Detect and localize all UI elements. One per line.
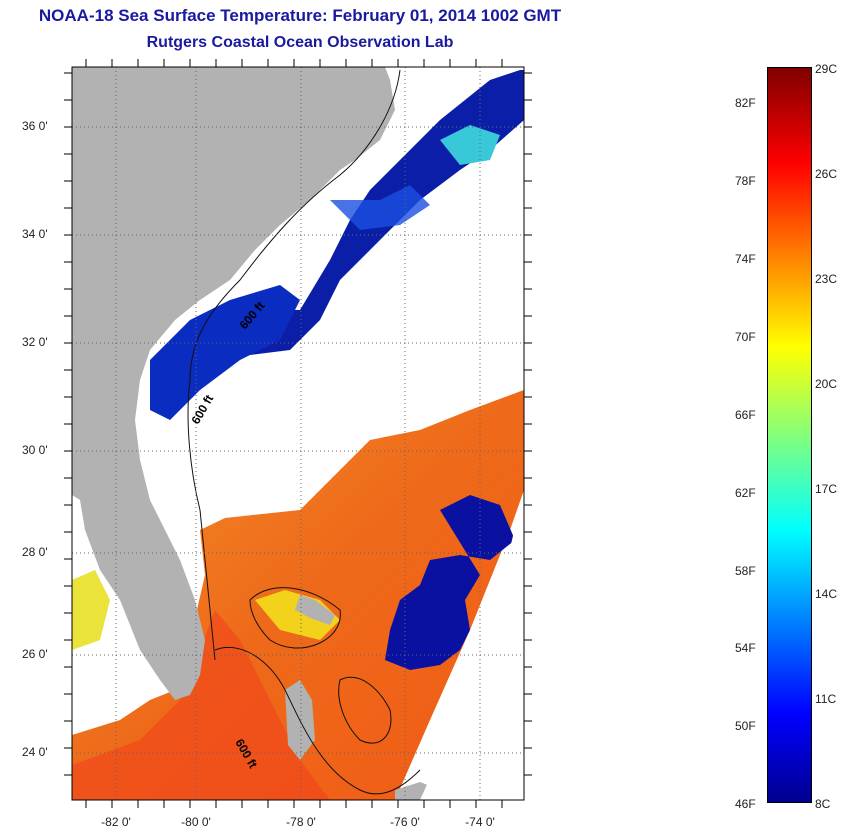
lat-label: 30 0' — [22, 443, 48, 457]
fahrenheit-label: 46F — [735, 797, 756, 811]
fahrenheit-label: 70F — [735, 330, 756, 344]
lat-label: 32 0' — [22, 335, 48, 349]
sst-map: 600 ft 600 ft 600 ft — [64, 59, 532, 808]
warm-yellow-patch — [72, 570, 110, 650]
celsius-label: 20C — [815, 377, 838, 391]
fahrenheit-label: 66F — [735, 408, 756, 422]
celsius-label: 8C — [815, 797, 831, 811]
fahrenheit-label: 50F — [735, 719, 756, 733]
lat-label: 34 0' — [22, 227, 48, 241]
celsius-label: 29C — [815, 62, 838, 76]
land-bahamas-island — [295, 595, 335, 625]
fahrenheit-label: 78F — [735, 174, 756, 188]
lat-label: 26 0' — [22, 647, 48, 661]
map-subtitle: Rutgers Coastal Ocean Observation Lab — [146, 34, 454, 51]
no-data-swath-edge — [420, 490, 524, 800]
lon-label: -80 0' — [181, 815, 211, 829]
graticule — [72, 67, 524, 800]
land-southeast-us — [72, 67, 395, 700]
celsius-label: 11C — [815, 692, 837, 706]
depth-contour — [338, 676, 392, 744]
lat-label: 24 0' — [22, 745, 48, 759]
lat-label: 28 0' — [22, 545, 48, 559]
cold-eddy — [385, 495, 515, 670]
lon-label: -76 0' — [390, 815, 420, 829]
fahrenheit-label: 54F — [735, 641, 756, 655]
fahrenheit-label: 58F — [735, 564, 756, 578]
depth-contour — [249, 587, 341, 649]
cold-coastal-water — [150, 285, 300, 420]
celsius-label: 14C — [815, 587, 838, 601]
map-frame — [71, 66, 525, 801]
depth-contour — [187, 69, 401, 661]
cyan-patch — [440, 125, 500, 165]
depth-contour — [214, 646, 421, 795]
warm-yellow-patch — [255, 590, 340, 640]
lon-label: -82 0' — [101, 815, 131, 829]
axis-ticks — [64, 59, 532, 808]
lat-label: 36 0' — [22, 119, 48, 133]
temperature-colorbar — [767, 67, 812, 803]
celsius-label: 26C — [815, 167, 838, 181]
fahrenheit-label: 82F — [735, 96, 756, 110]
celsius-label: 17C — [815, 482, 838, 496]
lon-label: -78 0' — [286, 815, 316, 829]
celsius-label: 23C — [815, 272, 838, 286]
map-title: NOAA-18 Sea Surface Temperature: Februar… — [38, 6, 562, 25]
fahrenheit-label: 62F — [735, 486, 756, 500]
lon-label: -74 0' — [465, 815, 495, 829]
fahrenheit-label: 74F — [735, 252, 756, 266]
cold-coastal-water — [330, 185, 430, 230]
